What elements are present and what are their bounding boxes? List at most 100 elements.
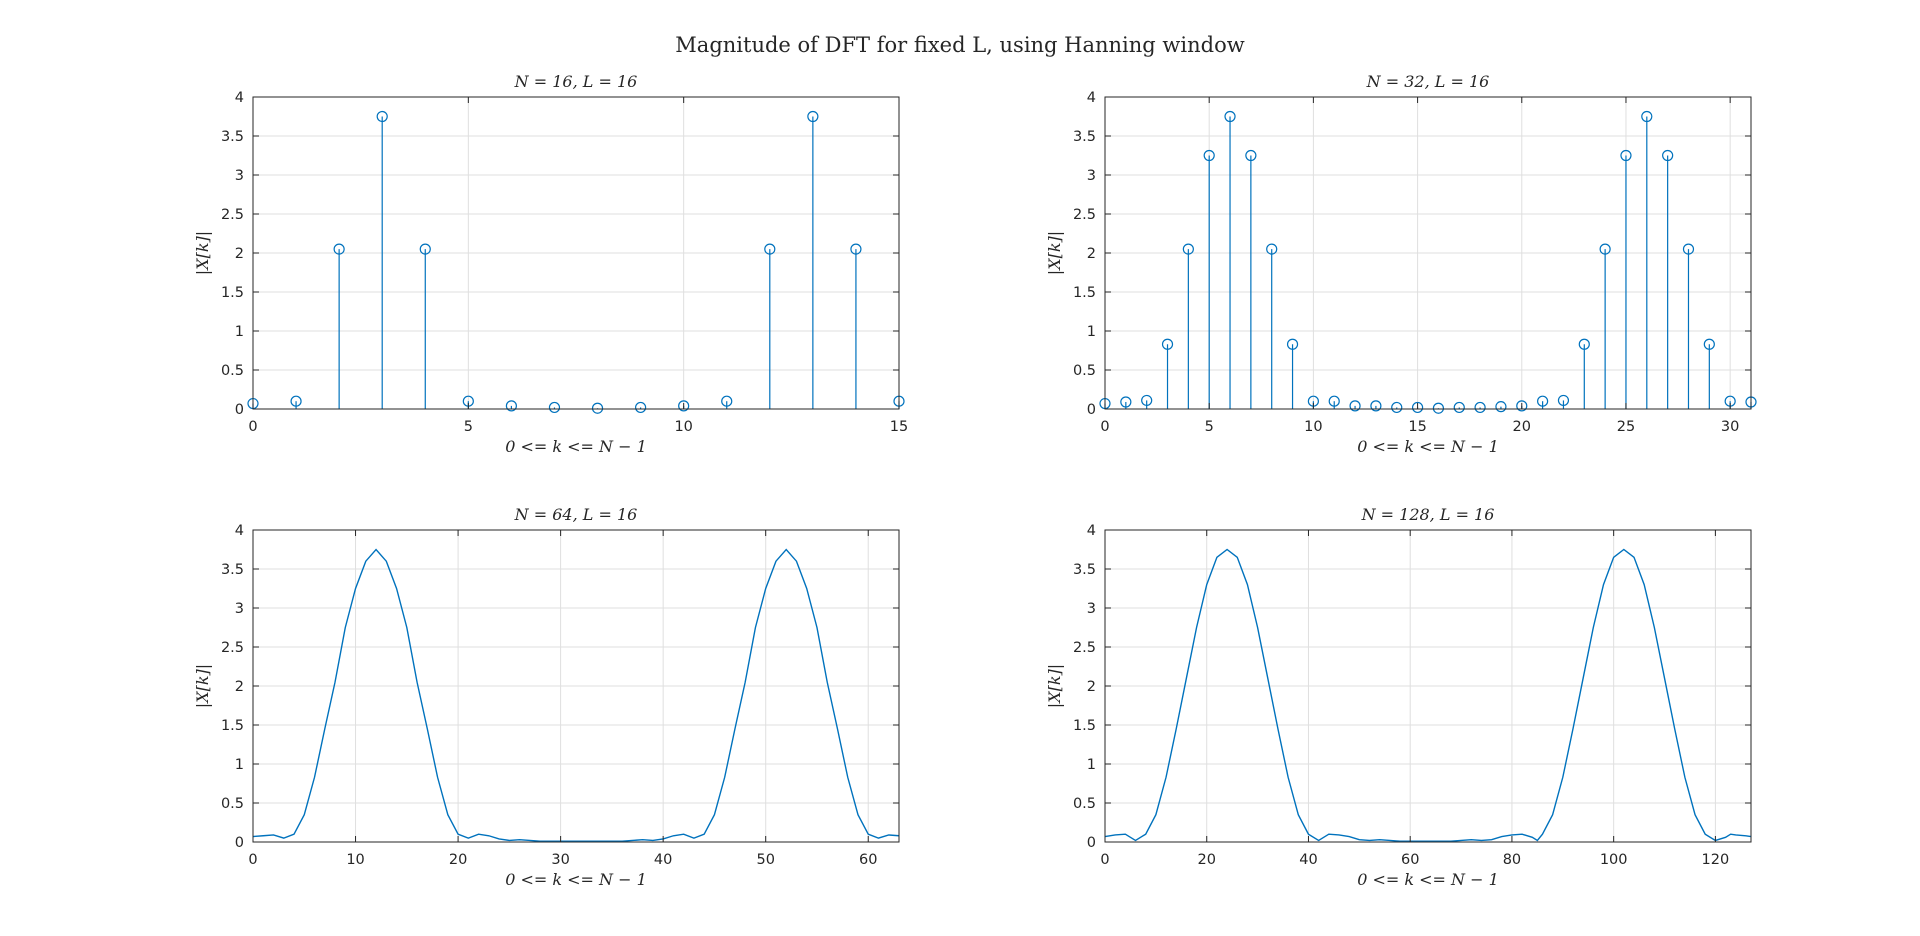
y-tick-label: 2 <box>1087 679 1096 695</box>
y-tick-label: 1 <box>235 757 244 773</box>
stem-marker <box>634 401 647 414</box>
subplot-title: N = 128, L = 16 <box>1361 505 1495 524</box>
stem-marker <box>1453 401 1465 414</box>
y-tick-label: 2 <box>235 246 244 262</box>
stem-marker <box>1516 400 1528 412</box>
stem-marker <box>850 243 862 255</box>
stem-marker <box>1120 396 1132 408</box>
stem-marker <box>1266 243 1278 255</box>
x-tick-label: 60 <box>1401 852 1419 868</box>
stem-marker <box>1703 338 1715 350</box>
stem-marker <box>1141 394 1153 407</box>
x-tick-label: 80 <box>1503 852 1521 868</box>
y-tick-label: 2.5 <box>221 640 244 656</box>
y-tick-label: 3.5 <box>221 562 244 578</box>
stem-marker <box>764 243 776 255</box>
x-tick-label: 5 <box>1205 419 1214 435</box>
stem-marker <box>1182 243 1194 255</box>
stem-marker <box>1641 110 1653 123</box>
y-tick-label: 3 <box>1087 168 1096 184</box>
y-tick-label: 0 <box>235 835 244 851</box>
x-tick-label: 10 <box>346 852 364 868</box>
x-tick-label: 25 <box>1617 419 1635 435</box>
stem-marker <box>1349 400 1361 412</box>
x-tick-label: 50 <box>756 852 774 868</box>
series-line <box>252 548 900 842</box>
subplot-2: 0 5 10 15 20 25 30 0 0.5 1 1.5 2 2.5 3 3.5 4 N = 32, L =… <box>1045 72 1757 456</box>
stem-marker <box>1411 401 1424 414</box>
x-tick-label: 20 <box>1513 419 1531 435</box>
y-tick-label: 2.5 <box>221 207 244 223</box>
x-tick-label: 0 <box>248 419 257 435</box>
stem-marker <box>1203 149 1215 162</box>
y-tick-label: 3.5 <box>1073 129 1096 145</box>
y-axis-label: |X[k]| <box>1045 231 1064 275</box>
stem-marker <box>1391 401 1403 414</box>
stem-marker <box>1432 402 1445 414</box>
y-axis-label: |X[k]| <box>1045 664 1064 708</box>
subplot-1: 0 5 10 15 0 0.5 1 1.5 2 2.5 3 3.5 4 N = 16, L = 16 0 <… <box>193 72 908 456</box>
y-tick-label: 4 <box>1087 523 1096 539</box>
stem-marker <box>1557 394 1570 407</box>
x-tick-label: 10 <box>1304 419 1322 435</box>
x-axis-label: 0 <= k <= N − 1 <box>505 437 647 456</box>
y-tick-label: 3 <box>1087 601 1096 617</box>
y-tick-label: 0.5 <box>221 363 244 379</box>
y-axis-label: |X[k]| <box>193 231 212 275</box>
y-tick-label: 1.5 <box>1073 718 1096 734</box>
x-tick-label: 5 <box>464 419 473 435</box>
subplot-title: N = 16, L = 16 <box>514 72 638 91</box>
stem-marker <box>290 395 302 407</box>
y-tick-label: 1 <box>235 324 244 340</box>
stem-marker <box>419 243 431 255</box>
x-tick-label: 15 <box>1408 419 1426 435</box>
x-axis-label: 0 <= k <= N − 1 <box>1357 870 1499 889</box>
x-axis-label: 0 <= k <= N − 1 <box>1357 437 1499 456</box>
y-tick-label: 2.5 <box>1073 640 1096 656</box>
stem-marker <box>1474 401 1486 414</box>
y-tick-label: 0.5 <box>221 796 244 812</box>
x-tick-label: 120 <box>1702 852 1730 868</box>
x-tick-label: 0 <box>1100 419 1109 435</box>
y-tick-label: 0.5 <box>1073 363 1096 379</box>
stem-marker <box>1161 338 1174 350</box>
y-tick-label: 2.5 <box>1073 207 1096 223</box>
x-tick-label: 30 <box>551 852 569 868</box>
stem-marker <box>1495 401 1507 413</box>
stem-marker <box>1286 338 1299 350</box>
y-tick-label: 0 <box>1087 402 1096 418</box>
stem-marker <box>1224 110 1236 123</box>
stem-marker <box>333 243 345 255</box>
stem-marker <box>1537 395 1549 407</box>
y-tick-label: 0.5 <box>1073 796 1096 812</box>
y-tick-label: 3.5 <box>221 129 244 145</box>
subplot-4: 0 20 40 60 80 100 120 0 0.5 1 1.5 2 2.5 3 3.5 4 N = 128,… <box>1045 505 1752 889</box>
stem-marker <box>1370 400 1382 412</box>
x-tick-label: 20 <box>1198 852 1216 868</box>
y-tick-label: 1 <box>1087 757 1096 773</box>
subplot-title: N = 64, L = 16 <box>514 505 638 524</box>
stem-marker <box>1682 243 1695 255</box>
x-tick-label: 15 <box>890 419 908 435</box>
x-tick-label: 20 <box>449 852 467 868</box>
x-tick-label: 10 <box>674 419 692 435</box>
stem-marker <box>548 401 561 414</box>
stem-marker <box>1578 338 1590 350</box>
y-tick-label: 4 <box>235 523 244 539</box>
series-line <box>1104 548 1752 842</box>
y-tick-label: 3 <box>235 168 244 184</box>
y-tick-label: 2 <box>1087 246 1096 262</box>
figure-suptitle: Magnitude of DFT for fixed L, using Hann… <box>675 33 1244 57</box>
y-tick-label: 1.5 <box>1073 285 1096 301</box>
stem-marker <box>505 400 517 412</box>
y-tick-label: 1 <box>1087 324 1096 340</box>
subplot-3: 0 10 20 30 40 50 60 0 0.5 1 1.5 2 2.5 3 3.5 4 N = 64, L … <box>193 505 900 889</box>
stem-marker <box>376 110 388 123</box>
y-tick-label: 2 <box>235 679 244 695</box>
x-tick-label: 60 <box>859 852 877 868</box>
stem-marker <box>1328 395 1340 407</box>
y-tick-label: 3 <box>235 601 244 617</box>
y-tick-label: 4 <box>235 90 244 106</box>
stem-marker <box>591 402 604 414</box>
y-tick-label: 1.5 <box>221 718 244 734</box>
